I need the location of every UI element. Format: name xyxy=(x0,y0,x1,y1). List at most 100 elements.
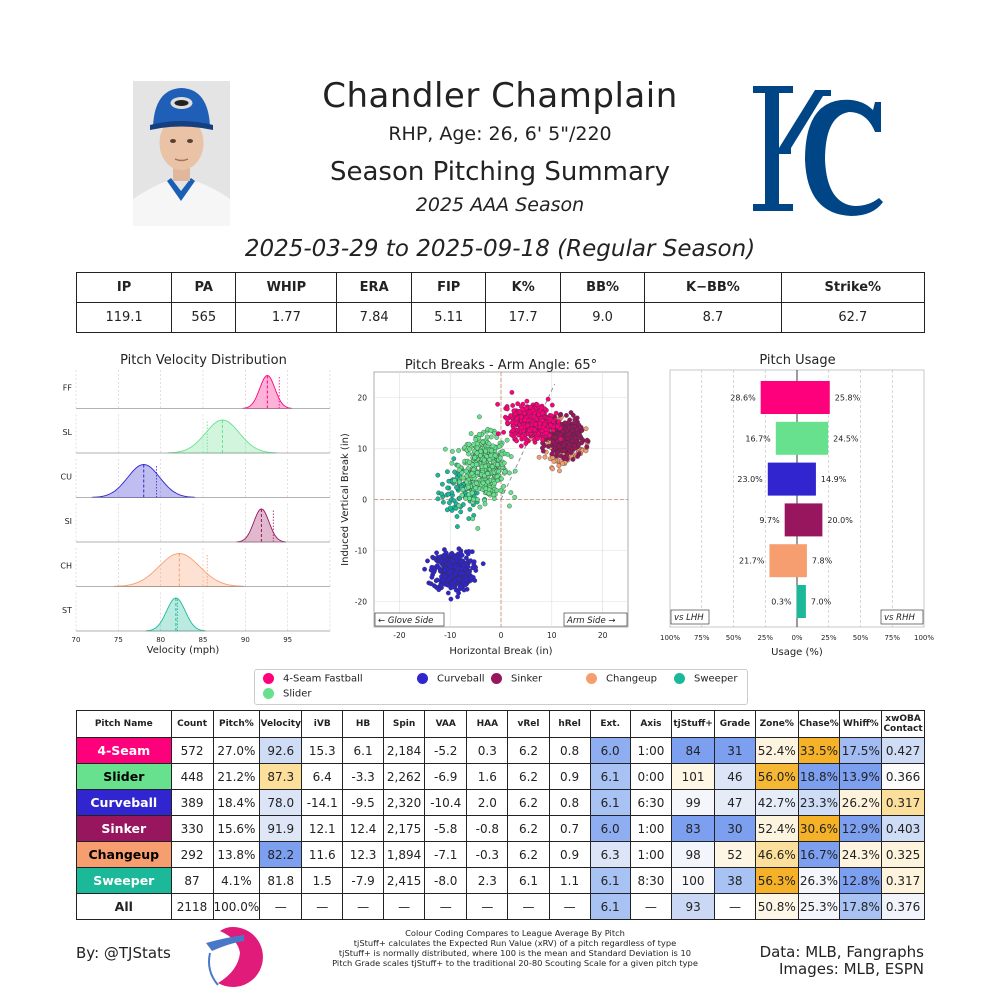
pitch-table-cell: 15.3 xyxy=(301,737,344,764)
breaks-point-SL xyxy=(494,474,500,479)
pitch-table-header-3: Velocity xyxy=(259,710,303,738)
svg-text:vs RHH: vs RHH xyxy=(884,613,915,623)
breaks-point-SL xyxy=(467,495,472,501)
breaks-point-SL xyxy=(488,453,494,458)
usage-bar-rhh-SL xyxy=(797,421,829,455)
breaks-point-SL xyxy=(457,479,462,485)
pitch-table-cell: 6.2 xyxy=(507,789,550,816)
legend-swatch xyxy=(674,673,685,684)
breaks-point-SL xyxy=(477,414,482,420)
breaks-point-SL xyxy=(471,467,477,472)
velocity-row-CH: CH xyxy=(60,548,331,587)
pitch-name-cell: Sinker xyxy=(76,815,172,842)
breaks-point-FF xyxy=(515,401,521,407)
breaks-point-SL xyxy=(472,455,478,460)
pitch-table-cell: 0.427 xyxy=(881,737,925,764)
breaks-xtick-0: 0 xyxy=(499,631,504,640)
breaks-point-SI xyxy=(569,428,575,433)
breaks-point-SL xyxy=(507,503,512,509)
pitch-table-header-10: hRel xyxy=(548,710,591,738)
velocity-tick-70: 70 xyxy=(72,636,81,644)
pitch-table-cell: 6.1 xyxy=(589,763,631,790)
image-source: Images: MLB, ESPN xyxy=(778,960,924,978)
pitch-table-cell: 0.317 xyxy=(881,867,925,894)
legend-label: Slider xyxy=(283,688,312,700)
pitch-table-cell: 47 xyxy=(713,789,756,816)
pitch-table-cell: -7.1 xyxy=(424,841,468,868)
breaks-point-FF xyxy=(526,428,532,433)
breaks-point-FF xyxy=(535,436,540,441)
breaks-point-SL xyxy=(449,460,455,466)
breaks-point-CU xyxy=(452,571,458,577)
velocity-label-SL: SL xyxy=(62,428,72,437)
pitch-table-cell: 2,184 xyxy=(382,737,426,764)
pitch-table-cell: 50.8% xyxy=(754,893,799,920)
breaks-point-SL xyxy=(496,469,501,474)
breaks-point-SL xyxy=(463,468,469,474)
pitch-table-header-8: HAA xyxy=(466,710,509,738)
pitch-table-cell: 26.3% xyxy=(797,867,841,894)
breaks-point-SL xyxy=(475,526,481,531)
pitch-table-header-7: VAA xyxy=(424,710,468,738)
velocity-row-SI: SI xyxy=(65,503,331,543)
legend-item-CH: Changeup xyxy=(586,673,657,685)
pitch-table-cell: 12.3 xyxy=(342,841,384,868)
velocity-label-CH: CH xyxy=(60,561,72,570)
usage-row-FF: 28.6% 25.8% xyxy=(730,381,861,414)
breaks-point-SL xyxy=(507,470,512,476)
pitch-table-cell: -8.0 xyxy=(424,867,468,894)
breaks-point-SI xyxy=(540,448,546,454)
breaks-point-ST xyxy=(441,499,446,505)
pitch-table-header-14: Grade xyxy=(713,710,756,738)
stat-value-7: 8.7 xyxy=(644,302,782,333)
breaks-point-FF xyxy=(553,410,559,416)
pitch-table-cell: 11.6 xyxy=(301,841,344,868)
pitch-table-cell: 0.8 xyxy=(548,737,591,764)
pitch-table-cell: 0.8 xyxy=(548,789,591,816)
pitch-name-cell: 4-Seam xyxy=(76,737,172,764)
pitch-table-cell: 12.4 xyxy=(342,815,384,842)
breaks-point-SL xyxy=(496,444,502,449)
breaks-ytick-10: 10 xyxy=(357,445,367,454)
breaks-point-FF xyxy=(514,416,520,422)
pitch-table-cell: 56.0% xyxy=(754,763,799,790)
breaks-point-SL xyxy=(473,485,479,491)
pitch-table-row-SL: Slider 448 21.2% 87.3 6.4 -3.3 2,262 -6.9 1.6 6.2… xyxy=(76,763,925,790)
breaks-point-CU xyxy=(448,596,454,602)
velocity-label-SI: SI xyxy=(65,517,72,526)
summary-title: Season Pitching Summary xyxy=(329,157,671,187)
pitch-table-header-15: Zone% xyxy=(754,710,799,738)
pitch-table-cell: 6.1 xyxy=(507,867,550,894)
pitch-table-cell: 56.3% xyxy=(754,867,799,894)
breaks-point-CU xyxy=(467,569,472,575)
breaks-point-SL xyxy=(490,464,495,469)
breaks-point-FF xyxy=(510,403,516,408)
usage-label-rhh-ST: 7.0% xyxy=(811,598,832,607)
pitch-name-cell: Changeup xyxy=(76,841,172,868)
breaks-point-FF xyxy=(548,423,554,428)
legend-label: Curveball xyxy=(437,673,485,685)
pitch-table-cell: 12.8% xyxy=(839,867,883,894)
pitch-legend: 4-Seam Fastball Curveball Sinker Changeup Sw… xyxy=(254,669,748,705)
usage-bar-rhh-CH xyxy=(797,544,807,578)
pitch-table-cell: 2,320 xyxy=(382,789,426,816)
breaks-ytick-20: 20 xyxy=(357,394,367,403)
breaks-point-FF xyxy=(539,405,544,411)
usage-bar-lhh-CH xyxy=(769,544,797,578)
breaks-point-ST xyxy=(455,524,460,529)
pitch-table-cell: 6.1 xyxy=(589,893,631,920)
breaks-point-FF xyxy=(531,414,537,420)
breaks-point-SL xyxy=(464,479,469,485)
breaks-point-CU xyxy=(462,582,468,588)
stat-header-2: WHIP xyxy=(235,272,338,303)
pitch-table-header-4: iVB xyxy=(301,710,344,738)
breaks-point-FF xyxy=(513,420,519,426)
breaks-point-SL xyxy=(491,492,497,498)
legend-label: Changeup xyxy=(606,673,657,685)
breaks-point-SL xyxy=(476,432,482,437)
usage-tick-4: 0% xyxy=(791,634,802,642)
pitch-table-cell: 17.8% xyxy=(839,893,883,920)
pitch-table-cell: 0:00 xyxy=(629,763,673,790)
breaks-series-SL xyxy=(442,414,518,531)
breaks-point-SL xyxy=(483,486,489,491)
